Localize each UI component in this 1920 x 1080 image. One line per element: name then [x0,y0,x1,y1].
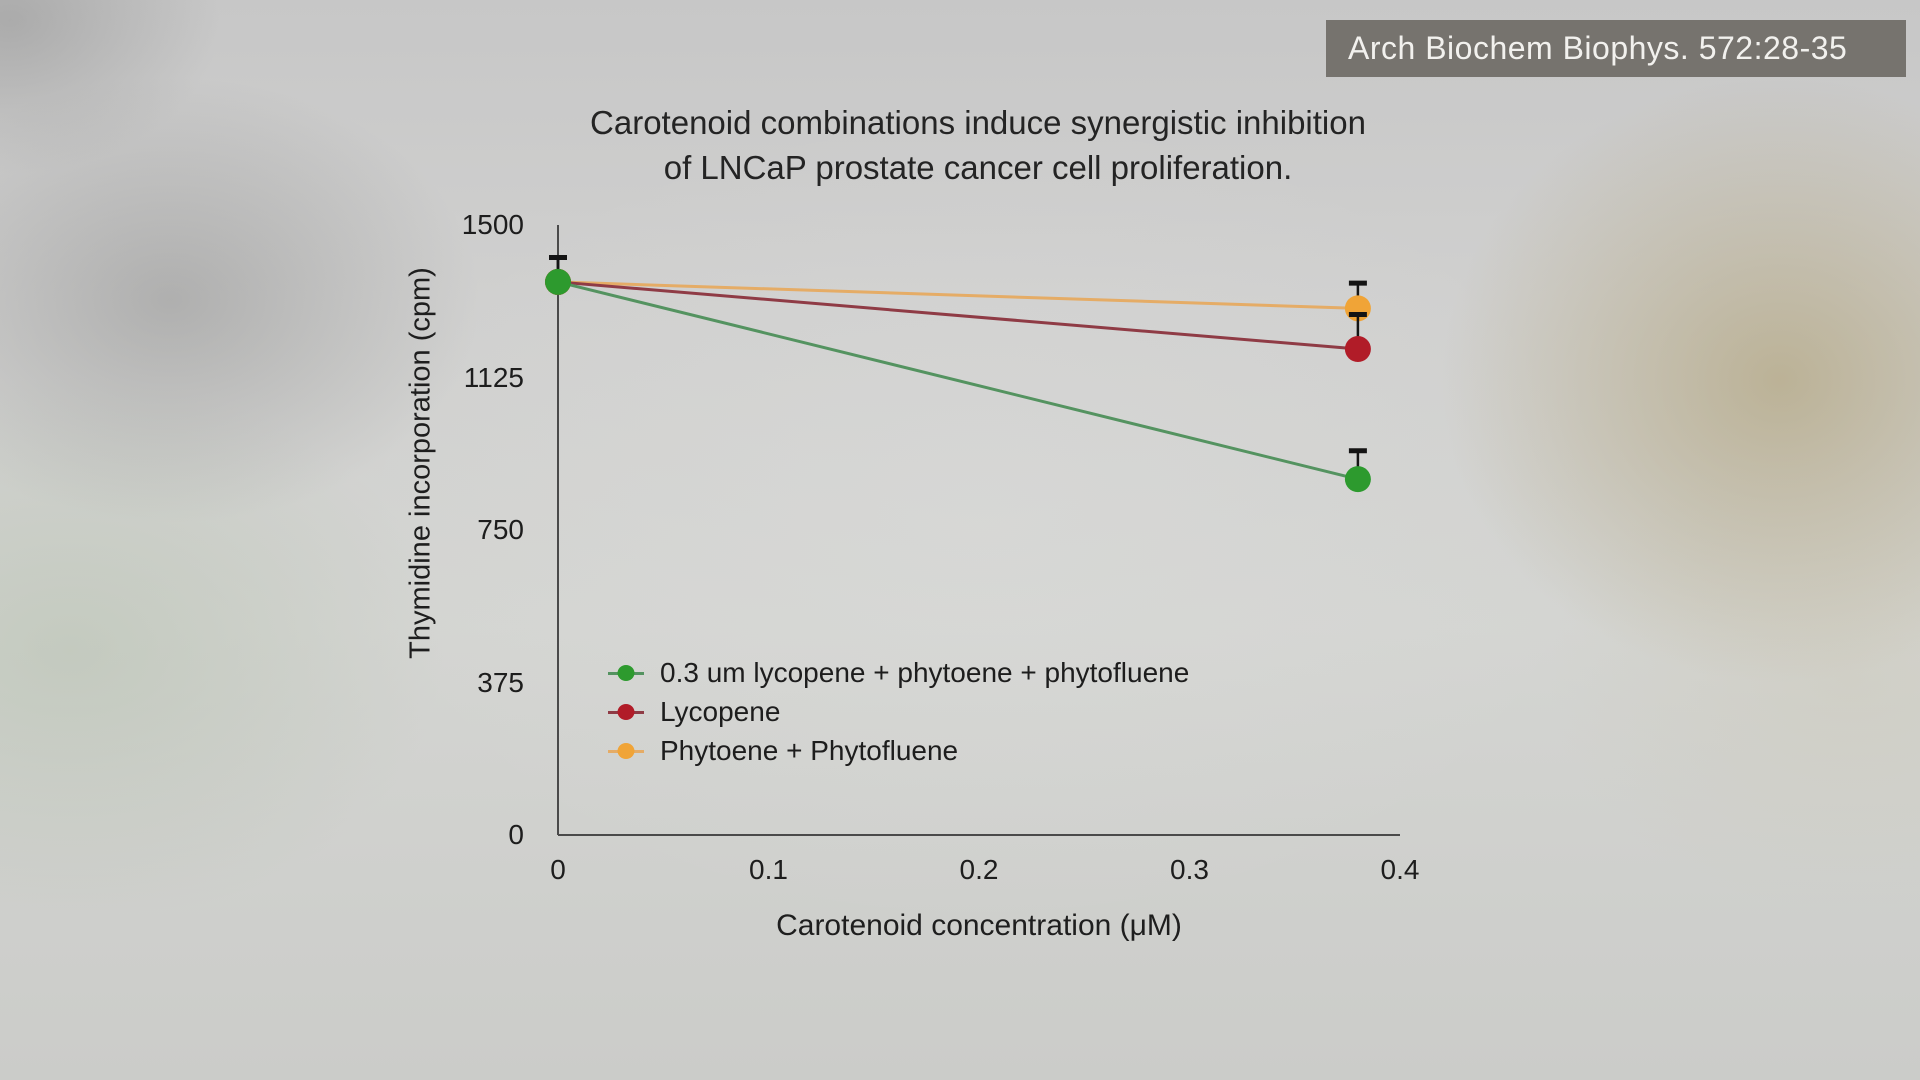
y-tick-label: 375 [477,666,524,698]
chart-title-line1: Carotenoid combinations induce synergist… [590,104,1366,141]
citation-badge: Arch Biochem Biophys. 572:28-35 [1326,20,1906,77]
legend-item-lycopene: Lycopene [608,692,1189,731]
chart-title-line2: of LNCaP prostate cancer cell proliferat… [663,149,1293,186]
legend-label-lycopene: Lycopene [660,695,781,727]
x-axis-label: Carotenoid concentration (μM) [776,909,1182,942]
legend-label-phytoene-phytofluene: Phytoene + Phytofluene [660,734,959,766]
data-point-marker [545,268,571,295]
chart-title: Carotenoid combinations induce synergist… [428,100,1528,190]
legend-marker-combination-icon [608,663,644,683]
x-tick-label: 0.4 [1380,854,1420,885]
x-tick-label: 0.1 [749,854,788,885]
y-tick-label: 1500 [461,209,524,240]
series-line [557,280,1359,351]
y-tick-label: 0 [508,819,524,850]
x-tick-label: 0 [550,854,566,885]
citation-text: Arch Biochem Biophys. 572:28-35 [1348,30,1848,66]
legend: 0.3 um lycopene + phytoene + phytofluene… [608,653,1189,770]
legend-marker-phytoene-phytofluene-icon [608,741,644,761]
series-line [557,280,1359,481]
legend-label-combination: 0.3 um lycopene + phytoene + phytofluene [660,656,1190,688]
legend-item-combination: 0.3 um lycopene + phytoene + phytofluene [608,653,1189,692]
data-point-marker [1344,336,1371,363]
legend-item-phytoene-phytofluene: Phytoene + Phytofluene [608,731,1189,770]
y-tick-label: 750 [477,514,524,545]
x-tick-label: 0.3 [1170,854,1209,885]
y-tick-label: 1125 [463,361,524,393]
x-tick-label: 0.2 [959,854,999,885]
legend-marker-lycopene-icon [608,702,644,722]
data-point-marker [1344,466,1371,493]
series-line [557,280,1358,310]
